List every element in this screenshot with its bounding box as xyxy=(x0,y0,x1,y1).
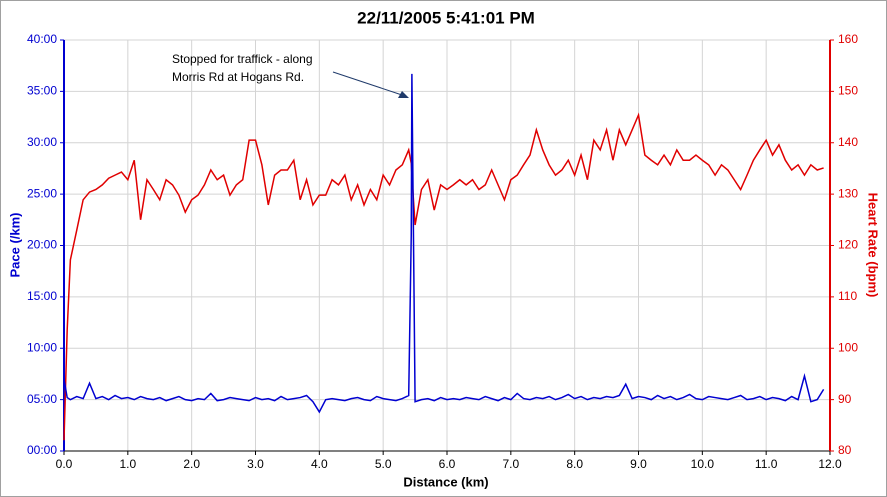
y2-tick-label: 110 xyxy=(838,289,857,303)
y2-tick-label: 120 xyxy=(838,238,858,252)
x-tick-label: 0.0 xyxy=(56,457,73,471)
y-tick-label: 05:00 xyxy=(27,392,57,406)
series-line xyxy=(63,112,824,441)
y2-tick-label: 140 xyxy=(838,135,858,149)
y-tick-label: 40:00 xyxy=(27,32,57,46)
x-tick-label: 5.0 xyxy=(375,457,392,471)
y-tick-label: 00:00 xyxy=(27,443,57,457)
y-tick-label: 30:00 xyxy=(27,135,57,149)
y2-tick-label: 160 xyxy=(838,32,858,46)
x-tick-label: 8.0 xyxy=(566,457,583,471)
x-tick-label: 1.0 xyxy=(119,457,136,471)
y-tick-label: 35:00 xyxy=(27,84,57,98)
x-tick-label: 7.0 xyxy=(502,457,519,471)
y-axis-label: Pace (/km) xyxy=(7,212,22,277)
x-tick-label: 9.0 xyxy=(630,457,647,471)
y2-axis-label: Heart Rate (bpm) xyxy=(866,193,881,298)
y-tick-label: 15:00 xyxy=(27,289,57,303)
y2-tick-label: 80 xyxy=(838,443,852,457)
annotation: Stopped for traffick - along Morris Rd a… xyxy=(172,52,409,98)
x-tick-label: 12.0 xyxy=(818,457,842,471)
x-tick-label: 6.0 xyxy=(439,457,456,471)
y-tick-label: 10:00 xyxy=(27,340,57,354)
y-tick-label: 20:00 xyxy=(27,238,57,252)
x-tick-label: 11.0 xyxy=(755,457,778,471)
y2-tick-label: 150 xyxy=(838,84,858,98)
annotation-arrow xyxy=(332,71,403,96)
x-axis-label: Distance (km) xyxy=(403,474,488,489)
series-line xyxy=(63,73,825,414)
y2-tick-label: 100 xyxy=(838,340,858,354)
annotation-text: Stopped for traffick - along xyxy=(172,52,313,66)
arrow-head xyxy=(398,91,409,98)
y2-tick-label: 130 xyxy=(838,186,858,200)
annotation-text: Morris Rd at Hogans Rd. xyxy=(172,70,304,84)
x-tick-label: 10.0 xyxy=(691,457,715,471)
y-tick-label: 25:00 xyxy=(27,186,57,200)
x-tick-label: 2.0 xyxy=(183,457,200,471)
x-tick-label: 4.0 xyxy=(311,457,328,471)
x-tick-label: 3.0 xyxy=(247,457,264,471)
y2-tick-label: 90 xyxy=(838,392,852,406)
chart-title: 22/11/2005 5:41:01 PM xyxy=(357,8,535,27)
